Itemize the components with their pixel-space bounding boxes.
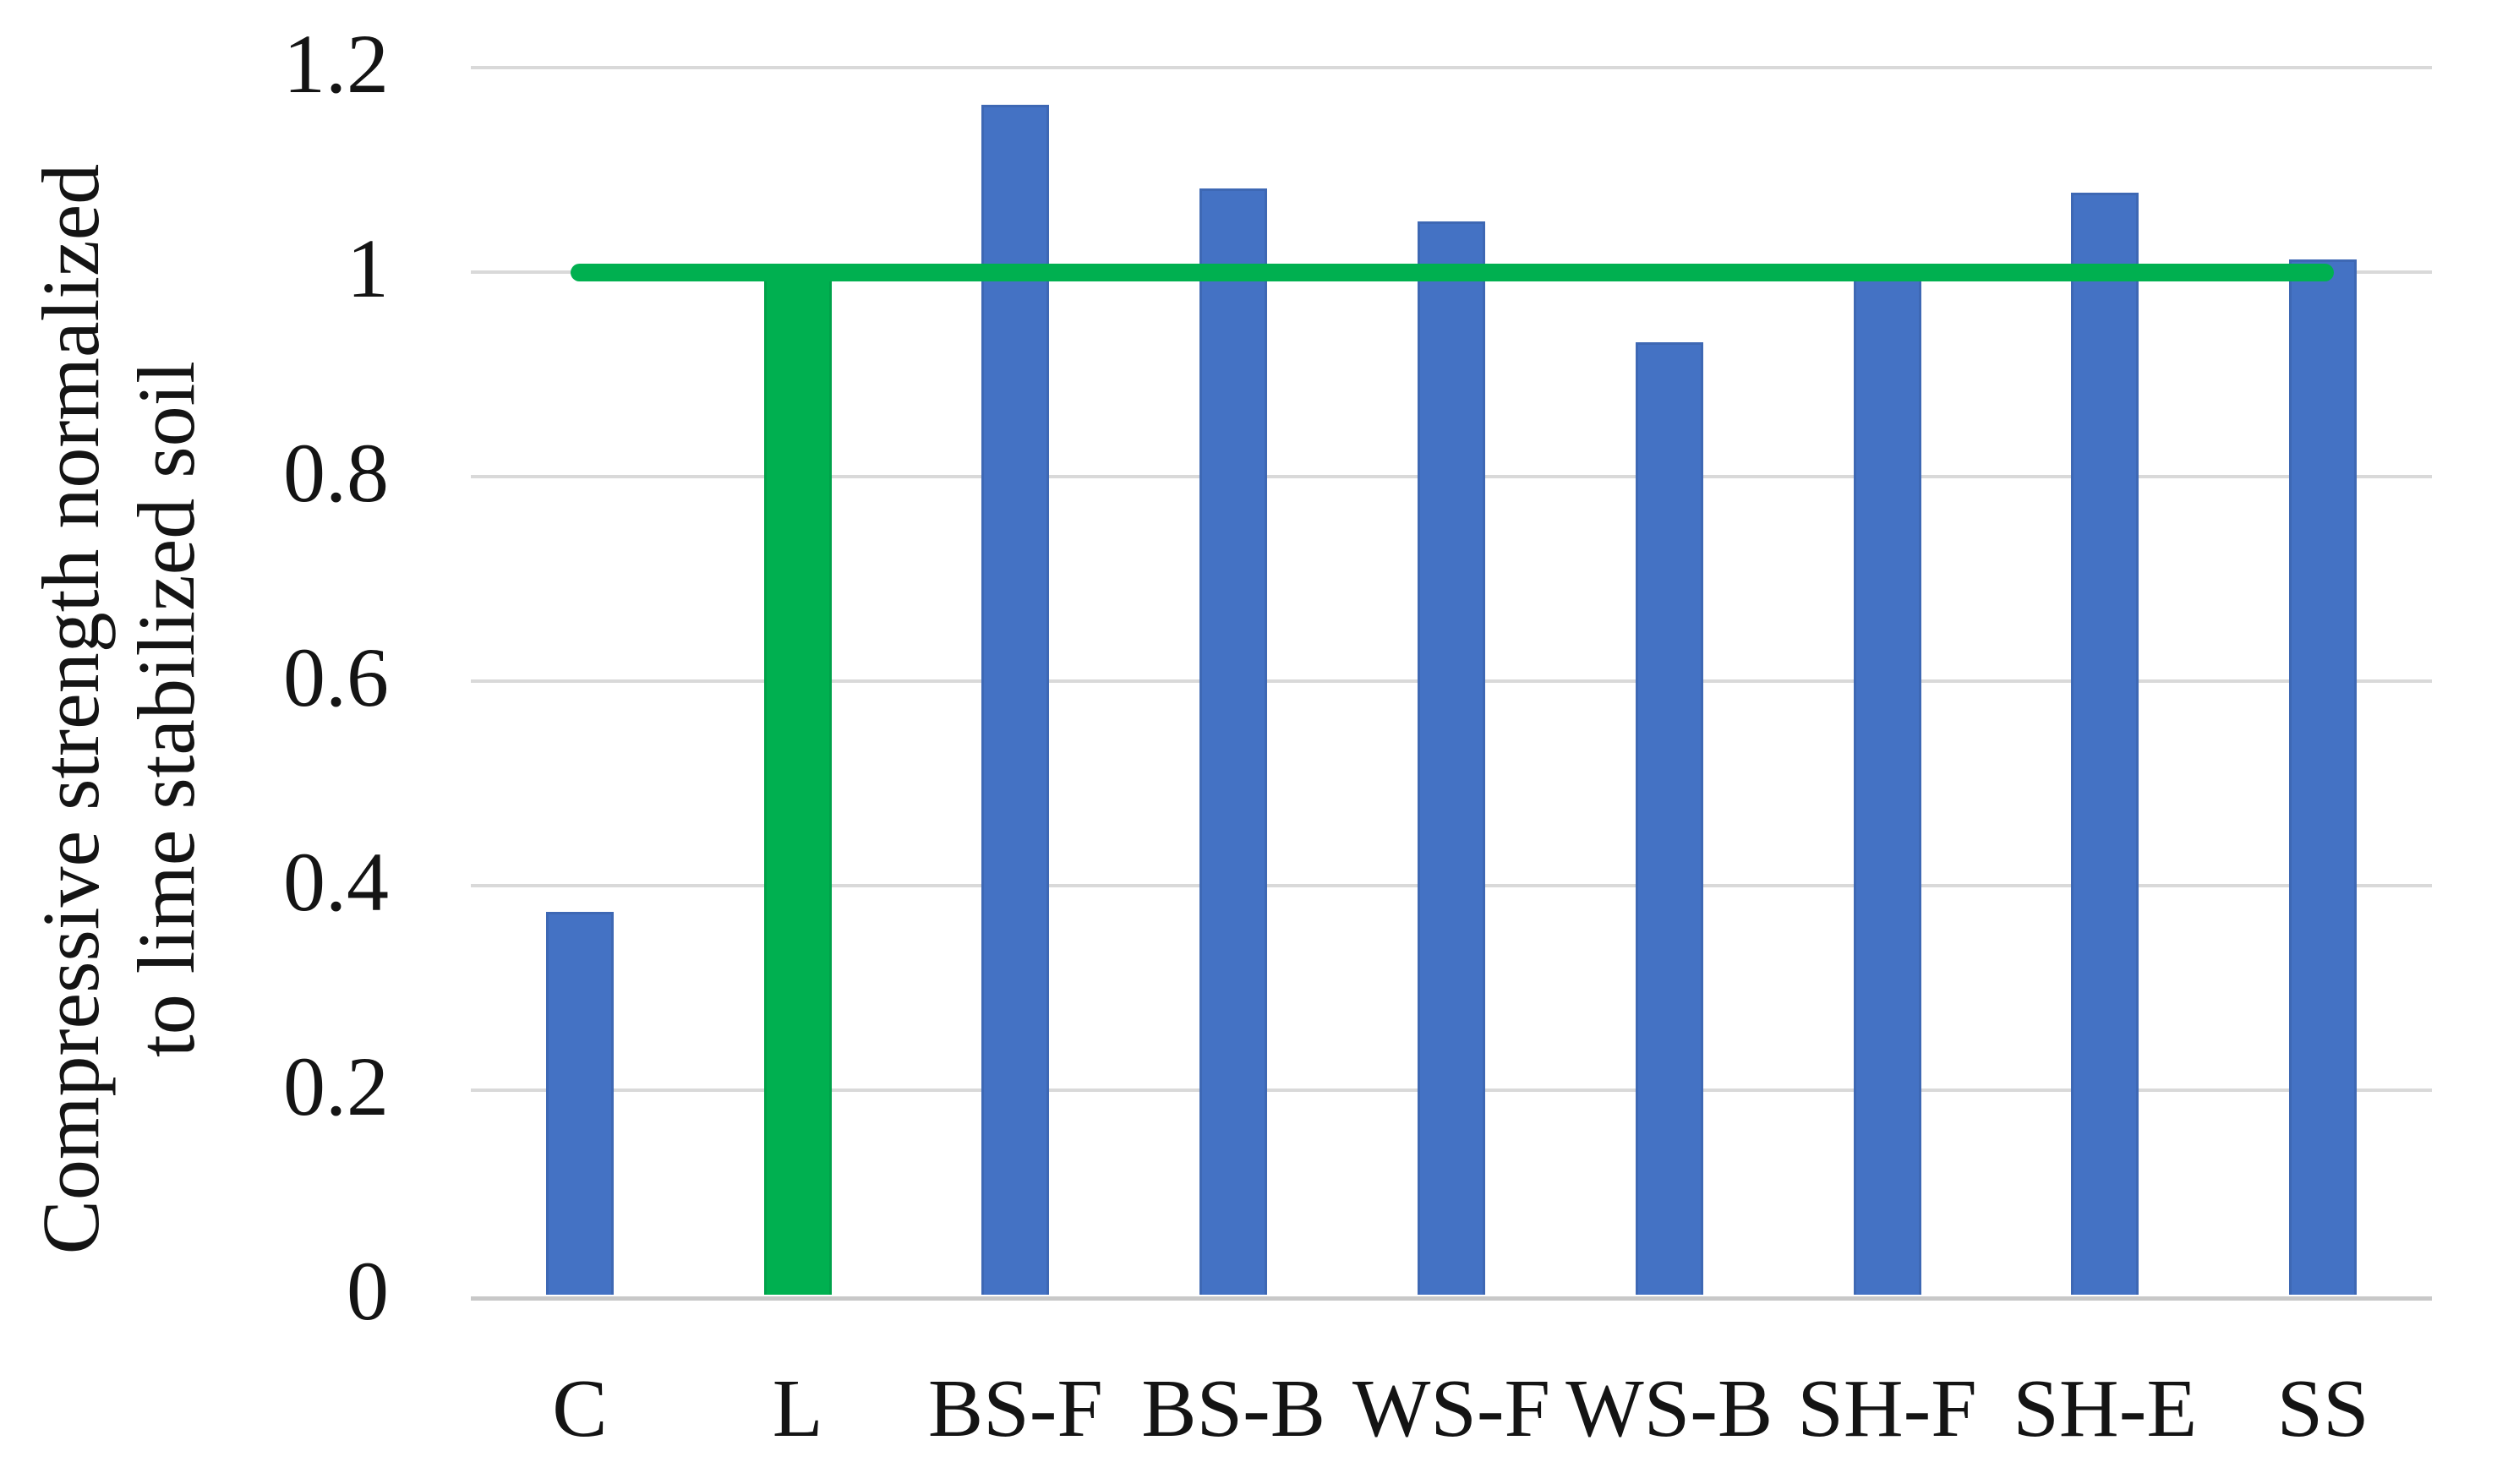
bar-BS-F <box>981 104 1050 1295</box>
bar-BS-B <box>1199 188 1268 1295</box>
bar-WS-B <box>1635 342 1703 1295</box>
x-tick-label-SH-E: SH-E <box>2013 1363 2198 1454</box>
x-tick-label-BS-B: BS-B <box>1141 1363 1326 1454</box>
bar-SH-F <box>1853 279 1921 1295</box>
y-tick-label: 0.4 <box>283 835 389 929</box>
y-tick-label: 1 <box>347 221 389 315</box>
y-tick-label: 0 <box>347 1244 389 1338</box>
x-tick-label-SS: SS <box>2276 1363 2369 1454</box>
x-tick-label-WS-B: WS-B <box>1565 1363 1773 1454</box>
bar-SH-E <box>2071 192 2139 1295</box>
x-tick-label-C: C <box>552 1363 608 1454</box>
bar-C <box>545 912 614 1295</box>
x-tick-label-WS-F: WS-F <box>1352 1363 1551 1454</box>
bar-SS <box>2289 259 2358 1295</box>
y-tick-label: 0.8 <box>283 426 389 520</box>
x-axis-line <box>471 1296 2432 1301</box>
reference-line <box>571 264 2334 281</box>
y-tick-label: 0.6 <box>283 630 389 724</box>
x-tick-label-SH-F: SH-F <box>1797 1363 1977 1454</box>
y-tick-label: 0.2 <box>283 1039 389 1133</box>
x-tick-label-L: L <box>772 1363 823 1454</box>
gridline <box>471 66 2432 69</box>
bar-L <box>763 272 832 1295</box>
y-tick-label: 1.2 <box>283 17 389 111</box>
x-tick-label-BS-F: BS-F <box>927 1363 1103 1454</box>
bar-WS-F <box>1418 221 1485 1295</box>
